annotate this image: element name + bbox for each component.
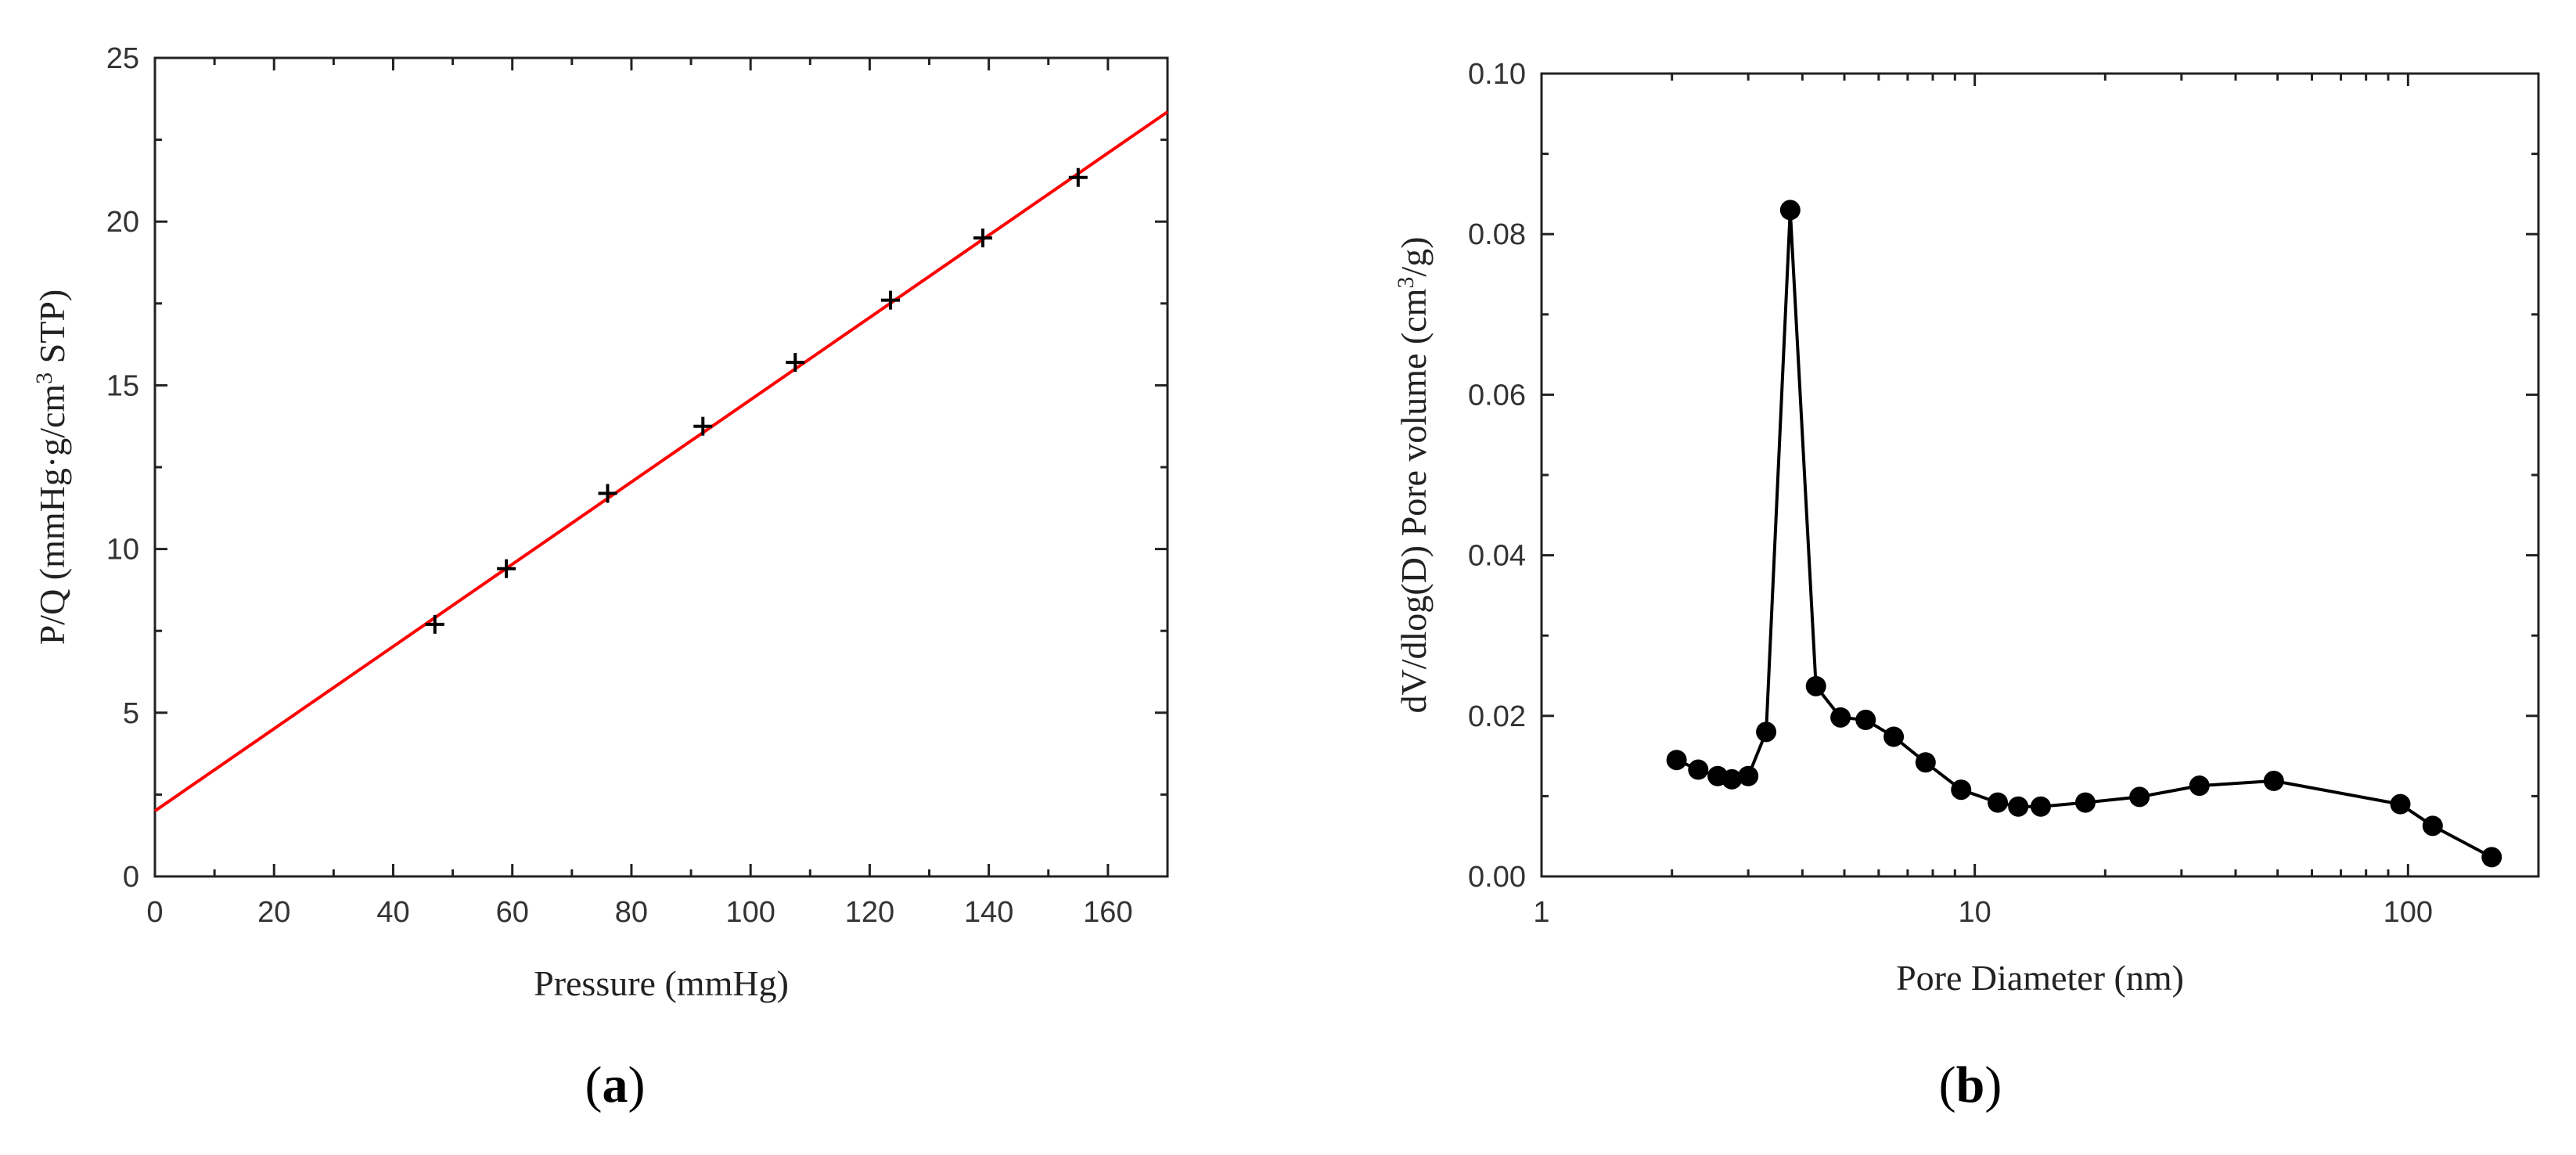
panel-a-data-point (786, 353, 805, 372)
panel-a-plot-frame (153, 56, 1169, 878)
panel-a-data-point (693, 416, 713, 436)
panel-b-data-point (2422, 815, 2443, 837)
panel-b-y-tick-label: 0.06 (1468, 379, 1526, 412)
panel-a-x-tick-label: 40 (376, 896, 409, 929)
panel-b-data-point (1951, 779, 1972, 801)
panel-a-x-tick-label: 60 (496, 896, 529, 929)
panel-a-fit-layer (153, 110, 1169, 812)
panel-a-data-point (425, 614, 444, 634)
panel-a-data-point (973, 228, 993, 248)
panel-a-data-point (497, 559, 516, 578)
panel-a-y-tick-label: 15 (106, 369, 139, 402)
panel-b-data-point (1688, 759, 1709, 780)
panel-a-y-axis-title: P/Q (mmHg·g/cm3 STP) (31, 290, 73, 646)
panel-b-data-point (1738, 765, 1759, 786)
panel-b-plot-frame (1540, 72, 2540, 878)
panel-a-fit-line (153, 110, 1169, 812)
panel-b-label: (b) (1939, 1056, 2002, 1114)
panel-b-data-point (1915, 752, 1936, 773)
panel-b-data-point (1756, 721, 1777, 743)
panel-b-data-point (2481, 847, 2502, 868)
panel-b-y-tick-label: 0.10 (1468, 58, 1526, 91)
panel-b-y-axis-title: dV/dlog(D) Pore volume (cm3/g) (1393, 236, 1434, 713)
panel-b-data-point (2129, 786, 2150, 808)
panel-a-x-tick-label: 160 (1083, 896, 1132, 929)
panel-b-data-point (1883, 726, 1905, 747)
panel-b-data-point (1666, 750, 1687, 771)
panel-a-ticks: 0 20 40 60 80 100 120 140 160 0 5 10 15 20 25 (106, 42, 1167, 929)
panel-a-data-point (598, 484, 617, 503)
panel-b-x-axis-title: Pore Diameter (nm) (1896, 958, 2184, 998)
panel-b-y-tick-label: 0.02 (1468, 700, 1526, 733)
panel-b-data-point (2390, 793, 2411, 815)
panel-b-marks-layer (1666, 200, 2502, 868)
panel-a-data-point (1068, 167, 1088, 187)
panel-b-x-tick-label: 10 (1959, 896, 1991, 929)
panel-a-x-tick-label: 80 (615, 896, 648, 929)
panel-b-data-point (2263, 770, 2284, 791)
panel-a-x-tick-label: 100 (725, 896, 775, 929)
panel-a-chart: 0 20 40 60 80 100 120 140 160 0 5 10 15 20 25 Pressure… (31, 42, 1169, 1114)
panel-b-data-point (1830, 707, 1851, 728)
panel-a-y-tick-label: 0 (123, 861, 139, 894)
panel-a-x-tick-label: 20 (257, 896, 290, 929)
panel-b-data-point (2008, 796, 2029, 817)
panel-b-ticks: 1 10 100 0.00 0.02 0.04 0.06 0.08 0.10 (1468, 58, 2540, 929)
panel-a-label: (a) (585, 1056, 646, 1114)
panel-b-chart: 1 10 100 0.00 0.02 0.04 0.06 0.08 0.10 Pore Diam… (1393, 58, 2540, 1114)
panel-b-data-point (2075, 792, 2096, 813)
panel-a-y-tick-label: 5 (123, 697, 139, 730)
panel-a-y-tick-label: 20 (106, 206, 139, 239)
panel-b-series-line (1675, 210, 2493, 859)
panel-b-data-point (2030, 796, 2051, 817)
panel-a-y-tick-label: 10 (106, 534, 139, 567)
panel-b-x-tick-label: 1 (1533, 896, 1549, 929)
panel-b-line-layer (1675, 210, 2493, 859)
panel-a-x-axis-title: Pressure (mmHg) (534, 963, 789, 1003)
panel-b-data-point (1805, 675, 1826, 696)
panel-b-data-point (1722, 768, 1743, 790)
panel-b-x-tick-label: 100 (2384, 896, 2433, 929)
panel-b-data-point (2189, 775, 2210, 797)
panel-a-y-tick-label: 25 (106, 42, 139, 75)
panel-b-y-tick-label: 0.00 (1468, 861, 1526, 894)
panel-a-x-tick-label: 140 (964, 896, 1013, 929)
panel-b-y-tick-label: 0.08 (1468, 218, 1526, 251)
panel-a-x-tick-label: 120 (845, 896, 894, 929)
panel-a-data-point (881, 290, 901, 310)
panel-b-data-point (1988, 792, 2009, 813)
panel-b-data-point (1779, 200, 1801, 221)
panel-a-marks-layer (425, 167, 1088, 634)
panel-b-data-point (1855, 709, 1876, 730)
panel-a-x-tick-label: 0 (146, 896, 163, 929)
panel-b-y-tick-label: 0.04 (1468, 540, 1526, 573)
